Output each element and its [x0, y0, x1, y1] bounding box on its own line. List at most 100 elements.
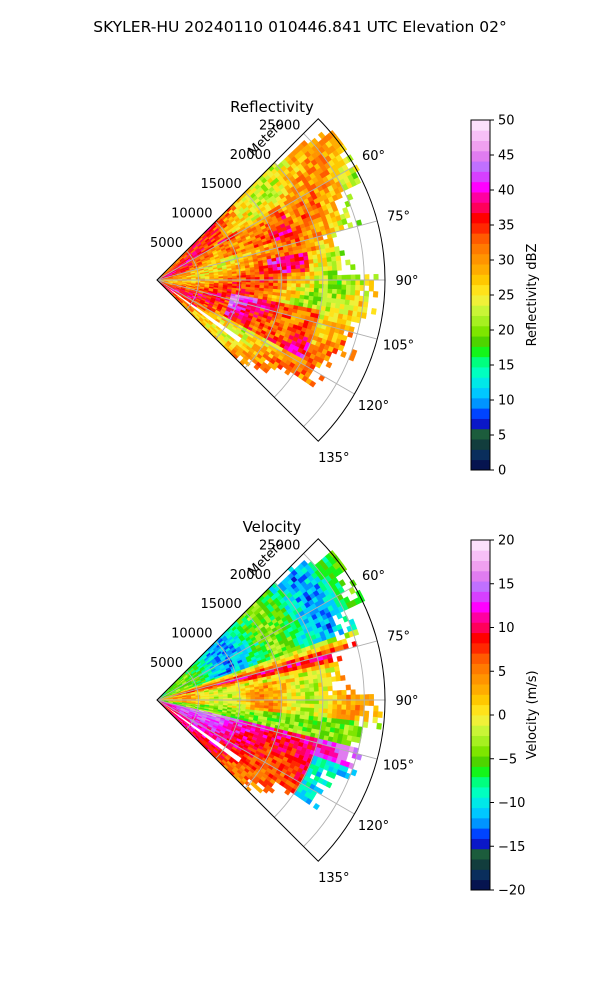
radar-cell [345, 709, 351, 716]
radar-cell [322, 686, 329, 692]
radar-cell [299, 711, 306, 716]
radar-cell [340, 714, 347, 721]
radar-cell [286, 696, 292, 701]
radar-cell [276, 363, 284, 371]
radar-cell [309, 707, 315, 713]
radar-cell [313, 262, 319, 268]
radar-cell [348, 586, 356, 595]
radar-cell [262, 367, 270, 374]
radar-cell [277, 286, 283, 291]
radar-cell [350, 264, 356, 271]
radar-cell [291, 706, 297, 712]
radar-cell [291, 699, 297, 704]
radar-cell [309, 699, 315, 705]
radar-cell [331, 298, 337, 304]
radar-cell [295, 290, 301, 296]
radar-cell [282, 703, 288, 708]
radar-cell [314, 691, 320, 697]
radar-cell [336, 289, 342, 295]
radar-cell [305, 699, 311, 705]
radar-cell [245, 702, 251, 706]
radar-cell [268, 705, 274, 710]
radar-cell [281, 686, 288, 691]
radar-cell [355, 274, 361, 281]
radar-cell [321, 677, 328, 683]
radar-cell [304, 283, 311, 289]
radar-cell [336, 690, 343, 696]
radar-cell [277, 686, 283, 691]
radar-cell [268, 273, 274, 278]
radar-cell [325, 361, 333, 369]
radar-cell [286, 265, 292, 271]
radar-cell [332, 695, 338, 701]
colorbar-swatch [471, 181, 490, 193]
radar-cell [336, 260, 342, 267]
radar-cell [276, 683, 283, 688]
radar-cell [286, 689, 292, 694]
radar-cell [286, 272, 292, 277]
radar-cell [349, 294, 356, 302]
radar-cell [336, 293, 342, 300]
radar-cell [282, 272, 288, 277]
radar-cell [345, 714, 351, 721]
radar-cell [354, 710, 361, 717]
radar-cell [299, 260, 305, 266]
radar-cell [282, 692, 288, 697]
radar-cell [362, 301, 369, 308]
radar-cell [245, 282, 251, 286]
radar-cell [291, 696, 297, 701]
radar-cell [303, 259, 310, 265]
radar-cell [304, 287, 311, 293]
radar-cell [361, 306, 368, 314]
radar-cell [295, 279, 301, 285]
radar-cell [340, 719, 346, 725]
sector-outline [156, 118, 386, 442]
radar-cell [336, 709, 342, 715]
azimuth-tick-label: 120° [358, 399, 389, 414]
radar-cell [322, 292, 328, 299]
radar-cell [341, 699, 347, 706]
colorbar-swatch [471, 377, 490, 389]
radar-cell [282, 283, 288, 288]
radar-cell [337, 694, 343, 701]
radar-cell [305, 275, 311, 281]
radar-cell [355, 279, 361, 286]
radar-cell [313, 292, 319, 298]
radar-cell [263, 282, 270, 287]
radar-cell [282, 276, 288, 281]
radar-cell [259, 694, 265, 698]
radar-cell [341, 284, 347, 291]
radar-cell [268, 693, 274, 698]
radar-cell [340, 675, 346, 681]
radar-cell [290, 685, 297, 690]
colorbar-swatch [471, 397, 490, 409]
radar-cell [309, 695, 315, 701]
colorbar-swatch [471, 439, 490, 450]
radar-cell [304, 711, 310, 717]
radar-cell [300, 695, 306, 701]
colorbar-swatch [471, 202, 490, 214]
radar-cell [268, 702, 274, 707]
radar-cell [295, 264, 301, 270]
colorbar-swatch [471, 192, 490, 203]
radar-cell [355, 694, 361, 701]
radar-cell [331, 713, 338, 720]
radar-cell [291, 272, 297, 277]
radar-cell [321, 257, 328, 263]
radar-cell [331, 676, 337, 682]
radar-cell [309, 267, 315, 273]
radar-cell [336, 713, 342, 720]
radar-cell [327, 275, 334, 281]
radar-cell [331, 347, 339, 355]
radar-cell [326, 717, 333, 724]
radar-cell [309, 279, 315, 285]
radar-cell [263, 702, 270, 707]
radar-cell [300, 275, 306, 281]
figure-title: SKYLER-HU 20240110 010446.841 UTC Elevat… [93, 18, 507, 36]
radar-cell [340, 350, 347, 358]
radar-cell [323, 275, 329, 281]
colorbar-swatch [471, 253, 490, 265]
radar-cell [322, 266, 329, 272]
radar-cell [290, 265, 297, 270]
radar-cell [286, 703, 292, 708]
